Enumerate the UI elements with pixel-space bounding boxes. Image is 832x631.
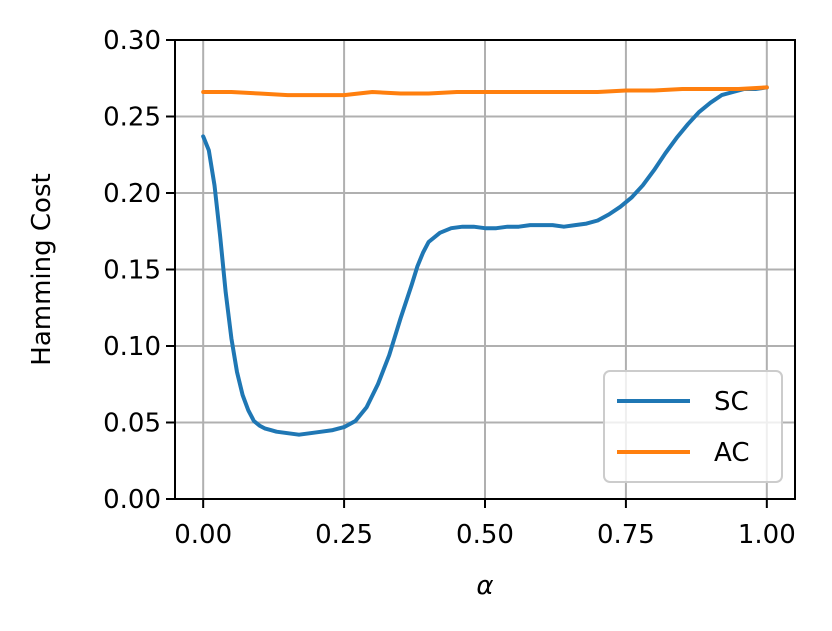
x-tick-label: 0.75 xyxy=(597,520,655,550)
y-tick-label: 0.15 xyxy=(103,256,161,286)
y-tick-label: 0.00 xyxy=(103,485,161,515)
x-tick-label: 0.50 xyxy=(456,520,514,550)
x-tick-label: 0.00 xyxy=(174,520,232,550)
legend-label-sc: SC xyxy=(714,387,749,417)
series-layer xyxy=(201,85,769,437)
series-line-sc xyxy=(201,85,769,437)
y-tick-label: 0.10 xyxy=(103,332,161,362)
y-tick-label: 0.30 xyxy=(103,26,161,56)
x-tick-label: 1.00 xyxy=(738,520,796,550)
x-tick-label: 0.25 xyxy=(315,520,373,550)
legend-label-ac: AC xyxy=(714,438,749,468)
legend-box xyxy=(603,370,783,483)
legend: SC AC xyxy=(603,370,783,483)
y-tick-label: 0.20 xyxy=(103,179,161,209)
x-axis-label: α xyxy=(476,571,493,601)
y-tick-label: 0.05 xyxy=(103,409,161,439)
y-axis-label: Hamming Cost xyxy=(27,173,57,365)
series-line-ac xyxy=(201,85,769,98)
y-tick-label: 0.25 xyxy=(103,103,161,133)
ticks: 0.00 0.25 0.50 0.75 1.00 0.00 0.05 0.10 0.15 0.20… xyxy=(103,26,796,550)
